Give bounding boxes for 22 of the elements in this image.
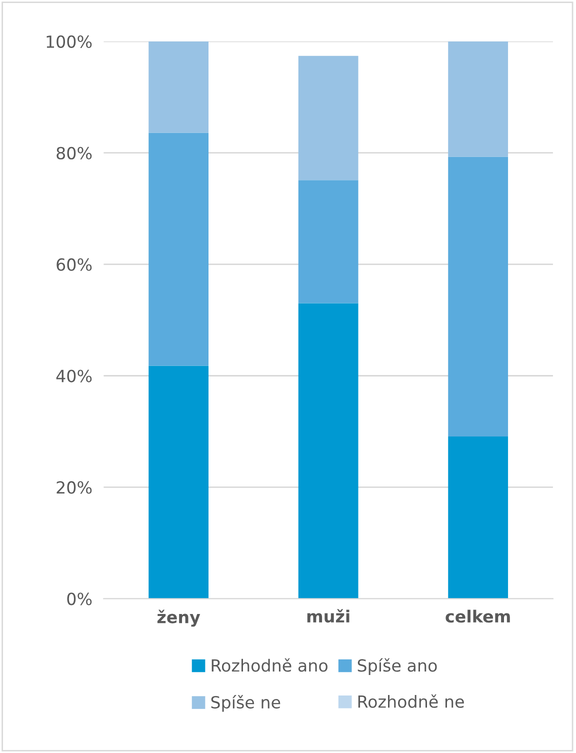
y-tick-label: 80%: [56, 146, 92, 160]
legend-label: Spíše ne: [211, 695, 280, 712]
y-tick-label: 100%: [46, 35, 92, 48]
bar: [148, 41, 209, 133]
bar: [298, 180, 358, 304]
x-tick-label: ženy: [157, 610, 200, 627]
bar: [148, 132, 209, 366]
legend-label: Rozhodně ano: [212, 658, 328, 672]
y-tick-label: 0%: [67, 592, 92, 606]
legend-label: Spíše ano: [358, 658, 437, 676]
bar: [298, 303, 358, 599]
bar: [448, 156, 508, 436]
legend-label: Rozhodně ne: [358, 694, 464, 708]
bar: [148, 366, 209, 599]
x-tick-label: muži: [307, 609, 350, 623]
bar: [448, 41, 508, 157]
y-tick-label: 20%: [56, 481, 92, 494]
x-tick-label: celkem: [446, 610, 510, 623]
y-tick-label: 60%: [56, 258, 92, 271]
bar: [298, 56, 358, 180]
bar: [448, 436, 508, 599]
y-tick-label: 40%: [56, 370, 92, 382]
